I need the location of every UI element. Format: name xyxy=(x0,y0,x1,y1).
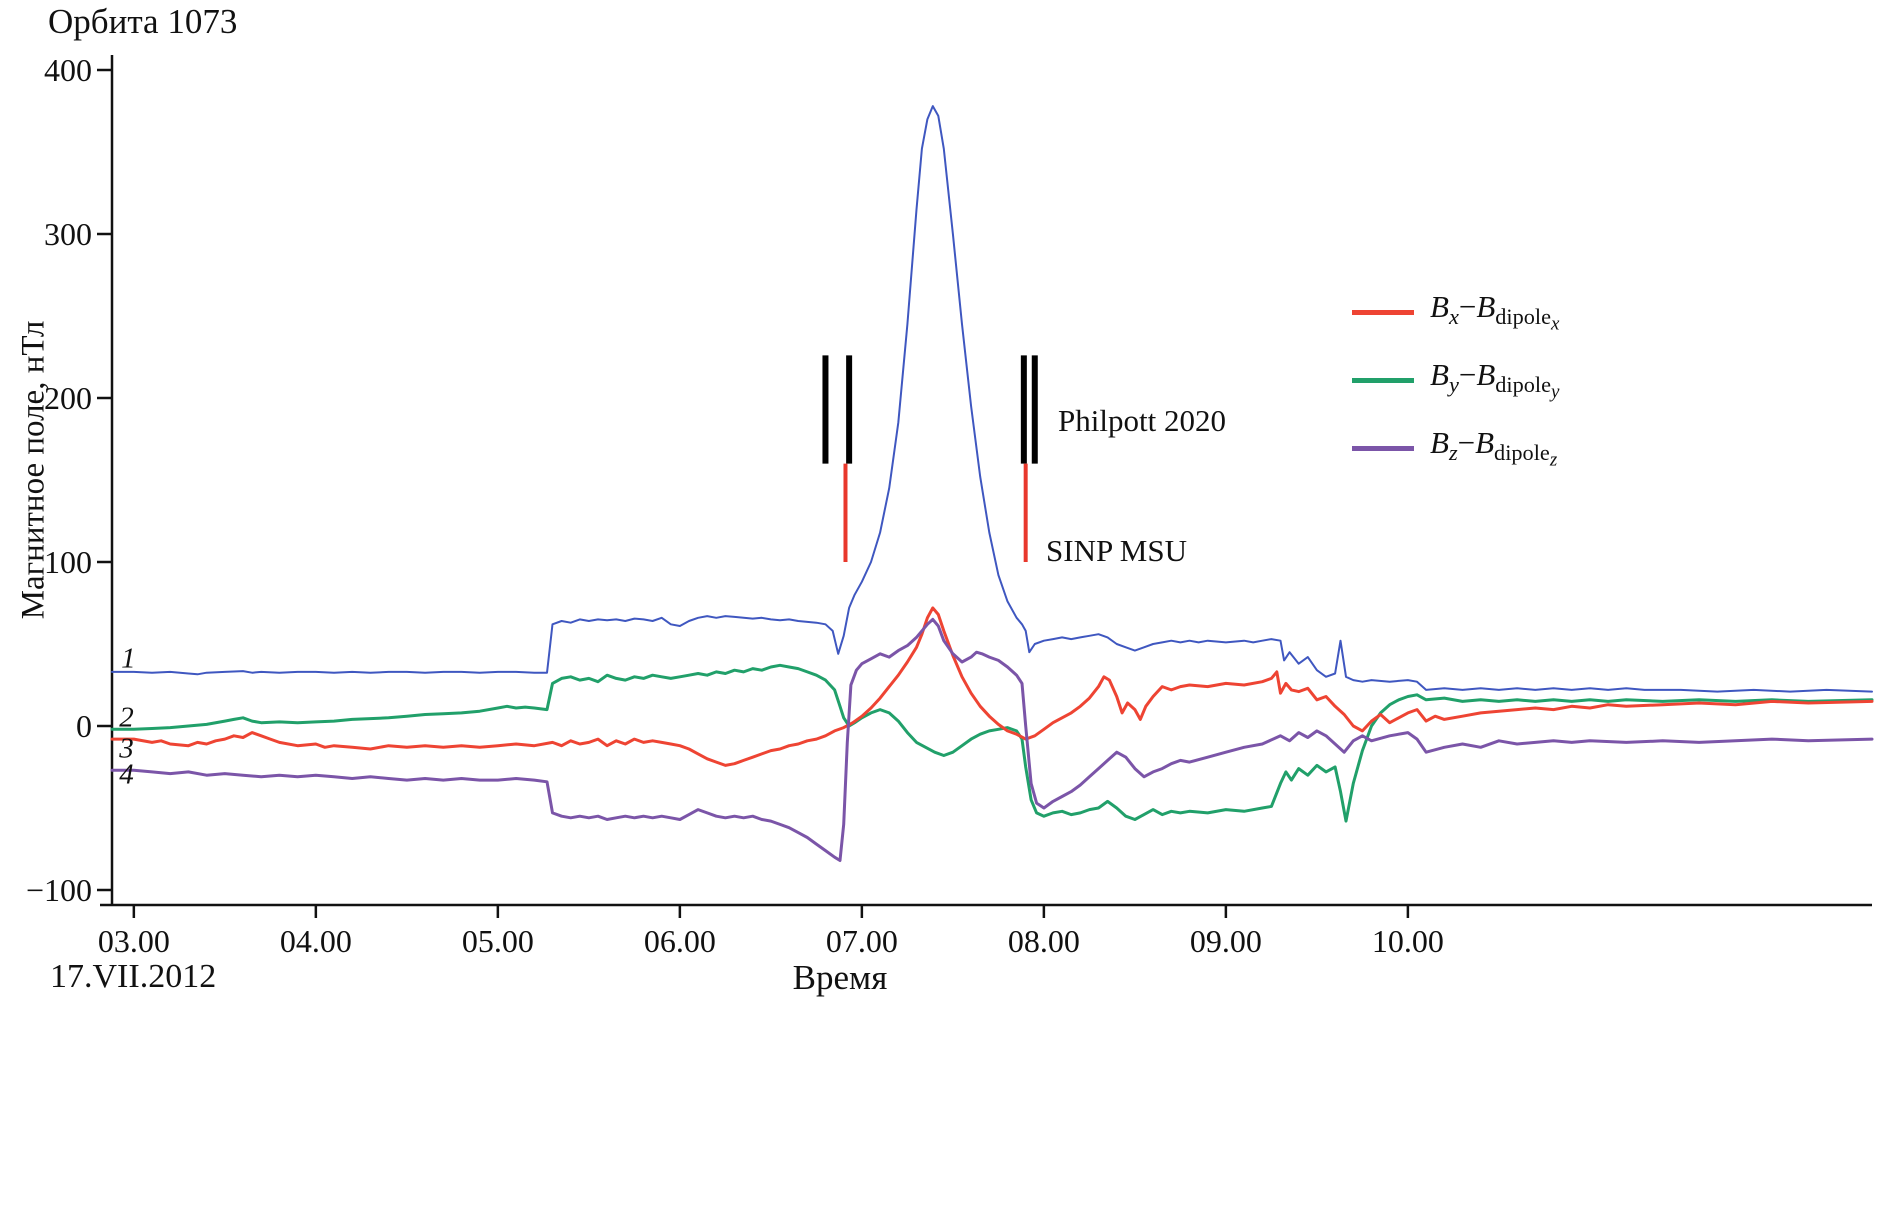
legend: Bx−Bdipolex By−Bdipoley Bz−Bdipolez xyxy=(1352,278,1559,482)
x-tick-label: 06.00 xyxy=(644,923,716,959)
y-tick-label: 100 xyxy=(44,544,92,580)
y-axis-label: Магнитное поле, нТл xyxy=(15,320,52,620)
series-line-by-minus-bdipole-y xyxy=(110,663,1874,823)
x-tick-label: 07.00 xyxy=(826,923,898,959)
legend-swatch xyxy=(1352,445,1414,451)
y-tick-label: 200 xyxy=(44,380,92,416)
legend-swatch xyxy=(1352,309,1414,315)
annotation-sinp: SINP MSU xyxy=(1046,533,1187,568)
x-tick-label: 04.00 xyxy=(280,923,352,959)
legend-entry: By−Bdipoley xyxy=(1352,346,1559,414)
y-tick-label: −100 xyxy=(26,872,92,908)
x-tick-label: 10.00 xyxy=(1372,923,1444,959)
x-tick-label: 03.00 xyxy=(98,923,170,959)
x-tick-label: 09.00 xyxy=(1190,923,1262,959)
series-line-bz-minus-bdipole-z xyxy=(110,617,1874,862)
annotation-philpott: Philpott 2020 xyxy=(1058,403,1226,438)
x-axis-label: Время xyxy=(792,958,888,997)
y-tick-label: 0 xyxy=(76,708,92,744)
legend-entry: Bx−Bdipolex xyxy=(1352,278,1559,346)
curve-number-label: 1 xyxy=(121,642,136,675)
legend-entry: Bz−Bdipolez xyxy=(1352,414,1559,482)
curve-number-label: 2 xyxy=(119,701,134,734)
series-line-bx-minus-bdipole-x xyxy=(110,606,1874,767)
legend-label: By−Bdipoley xyxy=(1430,356,1560,403)
curve-number-label: 3 xyxy=(119,732,134,765)
y-tick-label: 300 xyxy=(44,216,92,252)
x-tick-label: 05.00 xyxy=(462,923,534,959)
legend-swatch xyxy=(1352,377,1414,383)
series-line-b-total xyxy=(111,105,1873,693)
y-tick-label: 400 xyxy=(44,52,92,88)
legend-label: Bz−Bdipolez xyxy=(1430,424,1558,471)
curve-number-label: 4 xyxy=(119,758,134,791)
date-label: 17.VII.2012 xyxy=(50,958,217,995)
legend-label: Bx−Bdipolex xyxy=(1430,288,1560,335)
chart-title: Орбита 1073 xyxy=(48,2,238,41)
x-tick-label: 08.00 xyxy=(1008,923,1080,959)
